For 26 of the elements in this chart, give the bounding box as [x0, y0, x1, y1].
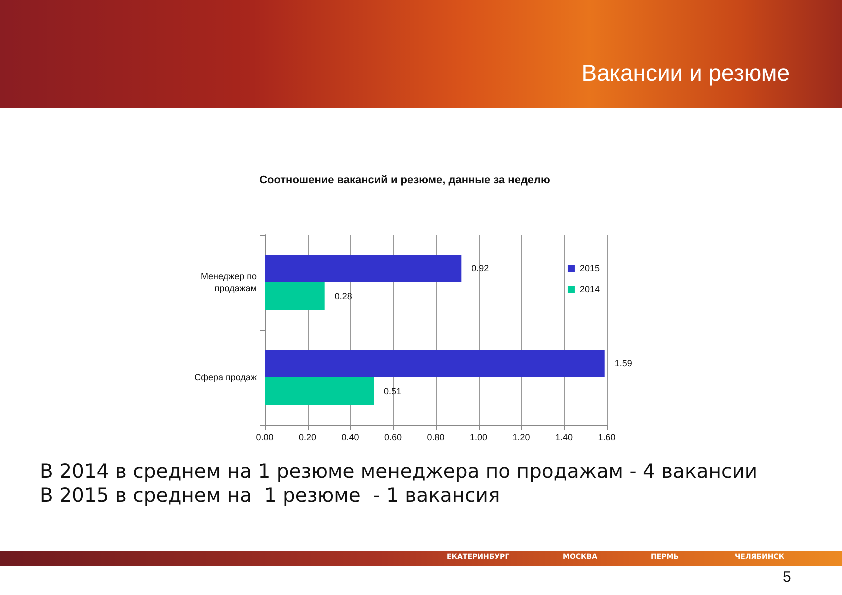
data-label: 1.59 — [614, 358, 632, 369]
text: В 2014 в среднем на 1 резюме менеджера по продажам - 4 вакансии — [40, 460, 758, 483]
x-tick-label: 0.00 — [256, 432, 274, 442]
text: 5 — [783, 569, 792, 586]
legend-label: 2015 — [580, 264, 600, 274]
y-tick-label: Сфера продаж — [194, 372, 257, 382]
x-tick-label: 0.40 — [342, 432, 360, 442]
bar — [265, 350, 605, 378]
y-tick-label: Менеджер по продажам — [200, 272, 257, 294]
text: В 2015 в среднем на 1 резюме - 1 вакансия — [40, 484, 500, 507]
x-tick-label: 1.00 — [470, 432, 488, 442]
data-label: 0.28 — [334, 291, 352, 302]
data-label: 0.92 — [472, 264, 490, 274]
x-tick-label: 1.20 — [512, 432, 530, 442]
x-tick-label: 0.60 — [384, 432, 402, 442]
x-tick-label: 1.60 — [598, 432, 616, 442]
data-label: 0.51 — [384, 386, 402, 396]
x-tick-label: 0.80 — [427, 432, 445, 442]
text: Вакансии и резюме — [582, 60, 790, 87]
legend-label: 2014 — [580, 284, 600, 294]
bar — [265, 254, 462, 282]
bar — [265, 282, 325, 310]
x-tick-label: 0.20 — [298, 432, 317, 442]
chart-title: Соотношение вакансий и резюме, данные за неделю — [260, 174, 550, 186]
x-tick-label: 1.40 — [555, 432, 574, 442]
bar — [265, 378, 374, 406]
